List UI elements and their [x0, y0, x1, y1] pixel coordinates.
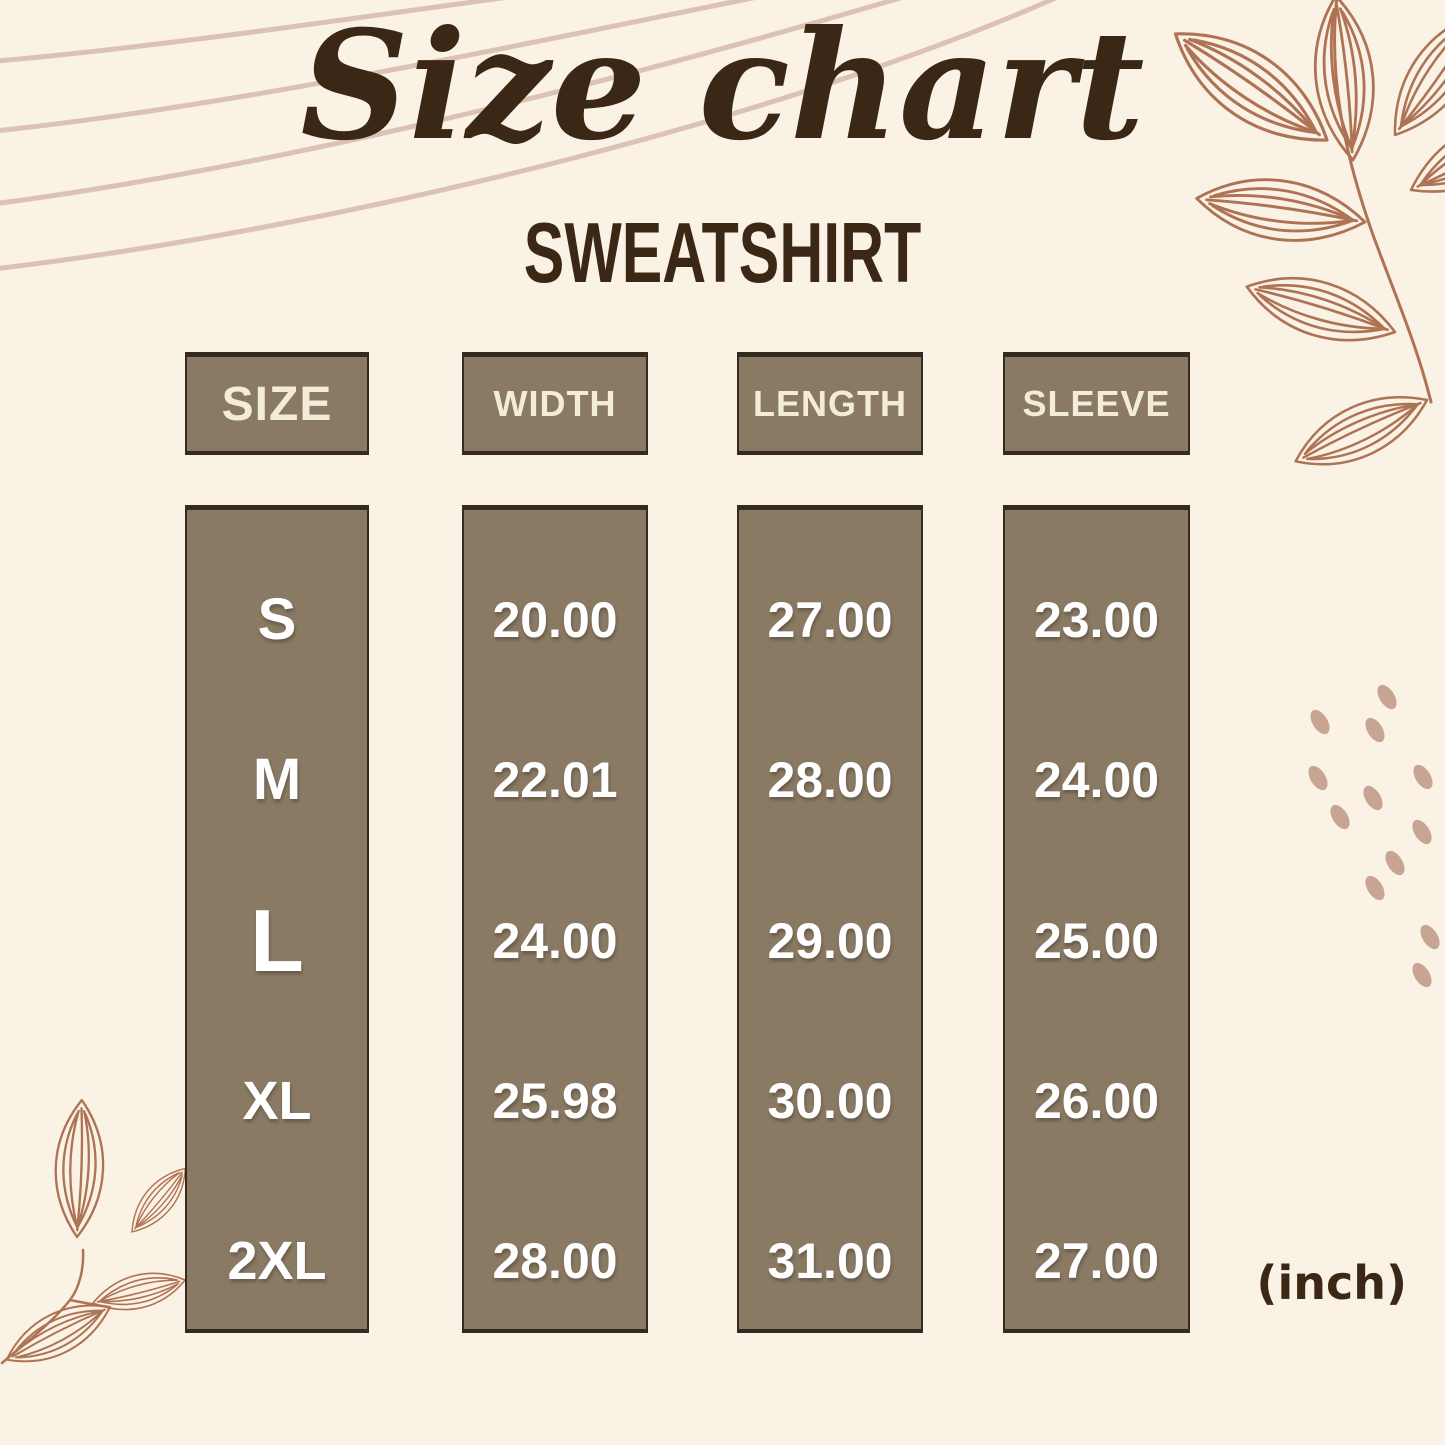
length-value: 31.00 [767, 1233, 893, 1289]
size-label: M [252, 747, 302, 813]
width-column: 20.00 22.01 24.00 25.98 28.00 [462, 505, 648, 1333]
width-value: 20.00 [492, 592, 618, 648]
unit-note: (inch) [1256, 1256, 1407, 1310]
width-value: 25.98 [492, 1072, 618, 1129]
size-label: S [257, 587, 297, 652]
width-value: 28.00 [492, 1233, 618, 1289]
seed-dots-icon [1308, 684, 1440, 988]
length-column: 27.00 28.00 29.00 30.00 31.00 [737, 505, 923, 1333]
length-value: 28.00 [767, 752, 893, 809]
length-value: 30.00 [767, 1072, 893, 1129]
length-value: 29.00 [767, 912, 893, 969]
column-header-length: LENGTH [737, 352, 923, 455]
column-header-size: SIZE [185, 352, 369, 455]
leaf-branch-bottom-left-icon [0, 1098, 198, 1379]
sleeve-value: 23.00 [1033, 592, 1160, 648]
sleeve-value: 27.00 [1033, 1233, 1160, 1289]
width-value: 22.01 [492, 752, 618, 809]
sleeve-value: 24.00 [1033, 752, 1160, 809]
sleeve-value: 25.00 [1033, 912, 1160, 969]
size-label: XL [242, 1070, 312, 1131]
column-header-width: WIDTH [462, 352, 648, 455]
width-value: 24.00 [492, 912, 618, 969]
column-header-sleeve: SLEEVE [1003, 352, 1190, 455]
size-label: L [250, 890, 304, 990]
size-column: S M L XL 2XL [185, 505, 369, 1333]
page-title-product: SWEATSHIRT [523, 205, 922, 302]
sleeve-column: 23.00 24.00 25.00 26.00 27.00 [1003, 505, 1190, 1333]
sleeve-value: 26.00 [1033, 1072, 1160, 1129]
size-label: 2XL [227, 1231, 327, 1291]
page-title-script: Size chart [300, 0, 1145, 174]
length-value: 27.00 [767, 592, 893, 648]
